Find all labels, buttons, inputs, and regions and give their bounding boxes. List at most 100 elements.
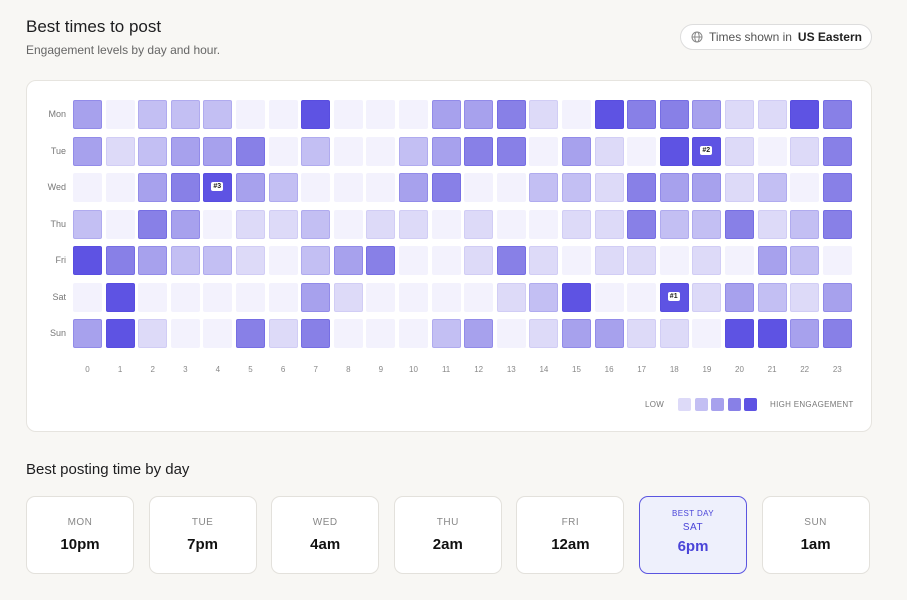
heat-cell[interactable] — [236, 246, 265, 275]
day-card[interactable]: WED 4am — [271, 496, 380, 574]
heat-cell[interactable] — [73, 136, 102, 166]
day-card[interactable]: THU 2am — [393, 496, 502, 574]
heat-cell[interactable] — [725, 136, 754, 166]
heat-cell[interactable] — [431, 173, 461, 202]
heat-cell[interactable] — [73, 282, 102, 312]
heat-cell[interactable] — [73, 246, 102, 275]
heat-cell[interactable] — [170, 173, 200, 202]
heat-cell[interactable] — [659, 136, 689, 166]
heat-cell[interactable] — [366, 136, 396, 166]
heat-cell[interactable] — [562, 319, 591, 348]
heat-cell[interactable] — [496, 173, 526, 202]
heat-cell[interactable] — [822, 173, 852, 202]
heat-cell[interactable] — [138, 173, 168, 202]
heat-cell[interactable] — [562, 282, 591, 312]
heat-cell[interactable] — [822, 209, 852, 239]
heat-cell[interactable] — [529, 209, 559, 239]
heat-cell[interactable] — [268, 173, 298, 202]
heat-cell[interactable] — [659, 246, 689, 275]
day-card[interactable]: BEST DAY SAT 6pm — [639, 496, 747, 574]
heat-cell[interactable] — [333, 100, 363, 129]
heat-cell[interactable] — [464, 246, 494, 275]
heat-cell[interactable] — [268, 136, 298, 166]
heat-cell[interactable] — [659, 209, 689, 239]
heat-cell[interactable] — [301, 136, 331, 166]
heat-cell[interactable] — [333, 173, 363, 202]
heat-cell[interactable] — [627, 319, 657, 348]
heat-cell[interactable] — [725, 209, 754, 239]
heat-cell[interactable] — [105, 282, 135, 312]
heat-cell[interactable] — [399, 246, 428, 275]
heat-cell[interactable] — [529, 282, 559, 312]
heat-cell[interactable] — [496, 282, 526, 312]
timezone-selector[interactable]: Times shown in US Eastern — [680, 24, 872, 50]
heat-cell[interactable] — [170, 246, 200, 275]
heat-cell[interactable] — [496, 319, 526, 348]
heat-cell[interactable] — [562, 209, 591, 239]
heat-cell[interactable] — [757, 282, 787, 312]
heat-cell[interactable] — [301, 319, 331, 348]
heat-cell[interactable] — [333, 246, 363, 275]
heat-cell[interactable] — [627, 246, 657, 275]
heat-cell[interactable] — [366, 209, 396, 239]
heat-cell[interactable] — [822, 246, 852, 275]
day-card[interactable]: TUE 7pm — [148, 496, 257, 574]
heat-cell[interactable] — [562, 100, 591, 129]
heat-cell[interactable] — [790, 246, 820, 275]
heat-cell[interactable] — [236, 319, 265, 348]
heat-cell[interactable] — [594, 136, 624, 166]
heat-cell[interactable] — [562, 136, 591, 166]
heat-cell[interactable] — [333, 319, 363, 348]
heat-cell[interactable] — [203, 246, 233, 275]
heat-cell[interactable] — [529, 246, 559, 275]
heat-cell[interactable] — [268, 100, 298, 129]
heat-cell[interactable] — [73, 100, 102, 129]
heat-cell[interactable] — [399, 100, 428, 129]
heat-cell[interactable] — [529, 319, 559, 348]
heat-cell[interactable] — [594, 100, 624, 129]
heat-cell[interactable] — [203, 282, 233, 312]
heat-cell[interactable] — [170, 282, 200, 312]
heat-cell[interactable] — [790, 173, 820, 202]
heat-cell[interactable] — [529, 100, 559, 129]
heat-cell[interactable] — [105, 173, 135, 202]
heat-cell[interactable] — [203, 136, 233, 166]
heat-cell[interactable] — [301, 173, 331, 202]
heat-cell[interactable] — [496, 100, 526, 129]
heat-cell[interactable] — [301, 100, 331, 129]
heat-cell[interactable] — [170, 209, 200, 239]
heat-cell[interactable] — [627, 136, 657, 166]
heat-cell[interactable] — [692, 319, 722, 348]
heat-cell[interactable] — [464, 136, 494, 166]
heat-cell[interactable] — [236, 100, 265, 129]
heat-cell[interactable] — [464, 282, 494, 312]
heat-cell[interactable] — [105, 319, 135, 348]
heat-cell[interactable] — [399, 173, 428, 202]
heat-cell[interactable] — [464, 173, 494, 202]
heat-cell[interactable] — [73, 173, 102, 202]
heat-cell[interactable] — [627, 173, 657, 202]
heat-cell[interactable] — [464, 100, 494, 129]
day-card[interactable]: MON 10pm — [26, 496, 134, 574]
heat-cell[interactable] — [757, 100, 787, 129]
heat-cell[interactable] — [268, 209, 298, 239]
heat-cell[interactable] — [790, 282, 820, 312]
heat-cell[interactable] — [725, 282, 754, 312]
day-card[interactable]: SUN 1am — [761, 496, 870, 574]
day-card[interactable]: FRI 12am — [516, 496, 625, 574]
heat-cell[interactable] — [529, 173, 559, 202]
heat-cell[interactable] — [790, 209, 820, 239]
heat-cell[interactable] — [822, 136, 852, 166]
heat-cell[interactable] — [725, 319, 754, 348]
heat-cell[interactable] — [268, 282, 298, 312]
heat-cell[interactable] — [399, 136, 428, 166]
heat-cell[interactable] — [529, 136, 559, 166]
heat-cell[interactable] — [301, 209, 331, 239]
heat-cell[interactable] — [366, 100, 396, 129]
heat-cell[interactable] — [692, 173, 722, 202]
heat-cell[interactable] — [236, 209, 265, 239]
heat-cell[interactable] — [790, 100, 820, 129]
heat-cell[interactable] — [431, 319, 461, 348]
heat-cell[interactable] — [562, 173, 591, 202]
heat-cell[interactable] — [333, 209, 363, 239]
